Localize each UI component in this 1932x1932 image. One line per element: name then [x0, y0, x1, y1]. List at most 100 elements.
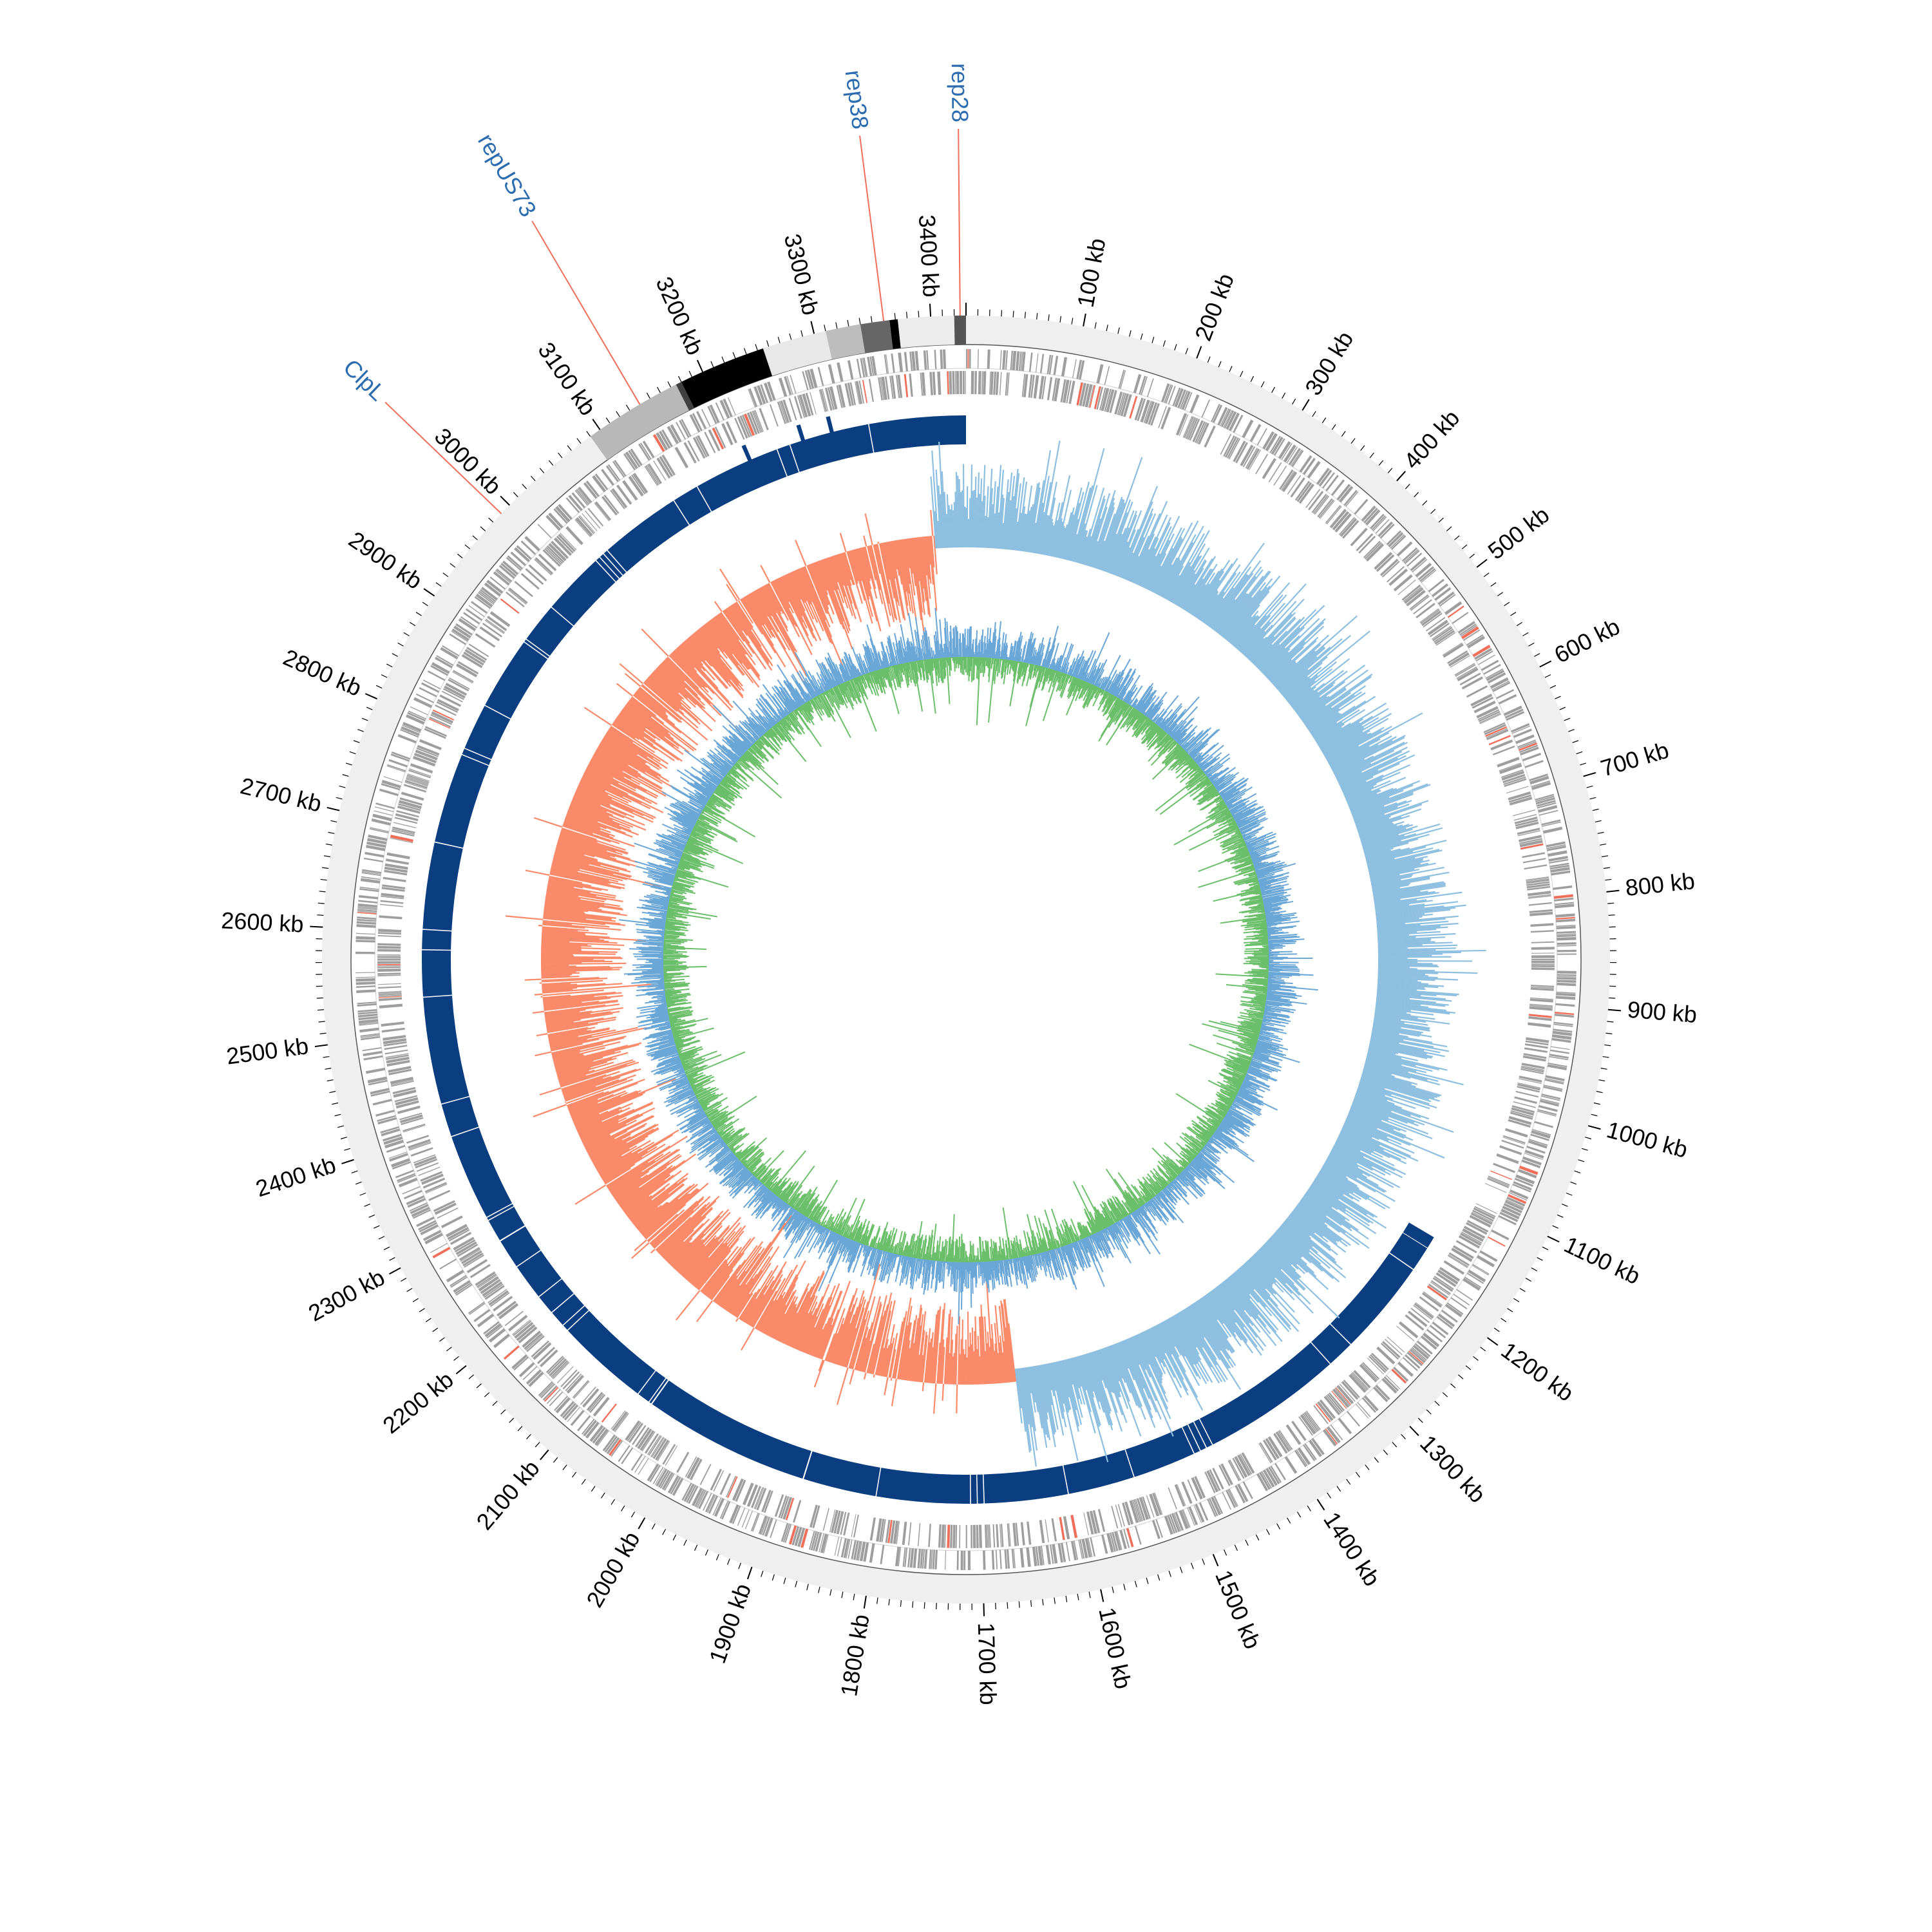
gc-skew-bar — [1361, 1073, 1440, 1097]
gc-skew-bar — [1372, 882, 1410, 891]
gc-skew-bar — [1354, 1097, 1392, 1112]
gene-feature — [926, 350, 929, 370]
gc-skew-bar — [1370, 874, 1414, 884]
gc-skew-bar — [1362, 1072, 1442, 1097]
gc-skew-bar — [1224, 578, 1273, 639]
gene-feature — [361, 872, 381, 876]
gene-feature — [661, 1472, 674, 1490]
gene-feature — [656, 432, 668, 451]
gc-skew-bar — [813, 1359, 825, 1388]
gene-feature — [1506, 1197, 1526, 1207]
gene-feature — [460, 616, 477, 629]
gene-feature — [810, 1504, 818, 1528]
tick-label: 2600 kb — [220, 907, 304, 937]
gene-feature — [1114, 391, 1123, 415]
gc-skew-bar — [1280, 668, 1309, 694]
minor-tick — [1094, 322, 1097, 329]
major-tick — [1607, 1009, 1621, 1012]
gc-skew-bar — [1367, 1053, 1416, 1066]
gene-feature — [1557, 936, 1577, 941]
gc-skew-bar — [1294, 681, 1336, 713]
minor-tick — [755, 344, 758, 351]
gene-feature — [1307, 460, 1321, 478]
blast-hit-block — [551, 560, 616, 626]
gene-feature — [645, 465, 659, 486]
minor-tick — [1595, 820, 1602, 823]
gene-feature — [908, 1522, 912, 1546]
gene-feature — [506, 591, 525, 607]
gene-feature — [836, 1511, 844, 1535]
gc-skew-bar — [1316, 726, 1342, 744]
gc-skew-bar — [583, 706, 612, 726]
gene-feature — [1070, 1515, 1078, 1539]
gene-feature — [1460, 1233, 1482, 1246]
minor-tick — [1065, 1595, 1068, 1602]
gene-feature — [355, 976, 375, 978]
gc-skew-bar — [1338, 771, 1363, 784]
gene-feature — [389, 1153, 408, 1162]
gc-skew-bar — [1376, 992, 1446, 1000]
gene-feature — [386, 765, 406, 773]
gene-feature — [878, 377, 883, 401]
gene-feature — [823, 1534, 829, 1554]
contig-block — [681, 348, 773, 408]
gc-skew-bar — [1170, 565, 1191, 602]
gene-feature — [1404, 587, 1424, 604]
gene-feature — [1181, 1510, 1190, 1528]
gc-skew-bar — [990, 481, 996, 549]
tick-label: 3300 kb — [779, 231, 824, 317]
gene-feature — [1469, 1215, 1492, 1228]
gene-feature — [1524, 1153, 1543, 1160]
gene-feature — [374, 806, 394, 812]
gene-feature — [1524, 864, 1548, 870]
minor-tick — [446, 1347, 452, 1352]
gc-skew-bar — [1346, 777, 1406, 803]
gc-skew-bar — [795, 540, 807, 567]
minor-tick — [1574, 1170, 1581, 1173]
gene-feature — [986, 1524, 989, 1548]
minor-tick — [1450, 1383, 1456, 1388]
blast-hit-block — [422, 929, 452, 950]
gc-skew-bar — [1378, 962, 1433, 965]
gene-feature — [485, 618, 506, 633]
gene-feature — [1334, 1387, 1350, 1406]
gene-feature — [1294, 1450, 1307, 1468]
gc-skew-bar — [1375, 1006, 1411, 1012]
gc-skew-bar — [1085, 518, 1101, 566]
gene-feature — [378, 986, 402, 989]
gene-feature — [1287, 475, 1302, 495]
minor-tick — [1578, 1159, 1585, 1162]
gc-skew-bar — [1305, 685, 1367, 728]
gene-feature — [404, 779, 428, 789]
gene-feature — [488, 1290, 509, 1306]
gene-feature — [1041, 1546, 1045, 1566]
gene-feature — [556, 535, 574, 554]
gene-feature — [1537, 1110, 1557, 1117]
gc-skew-bar — [1309, 712, 1340, 734]
gc-skew-bar — [1329, 732, 1390, 766]
gene-feature — [778, 1495, 788, 1519]
gene-feature — [1506, 1199, 1524, 1208]
gc-skew-bar — [1367, 1051, 1448, 1071]
gene-feature — [594, 1428, 609, 1446]
gc-skew-bar — [1355, 1093, 1430, 1120]
blast-hit-block — [1311, 1324, 1350, 1364]
gene-feature — [1549, 1049, 1569, 1054]
gc-skew-bar — [1217, 593, 1249, 634]
gene-feature — [1556, 991, 1576, 994]
minor-tick — [616, 411, 620, 417]
gene-feature — [631, 475, 646, 495]
gene-feature — [480, 587, 498, 601]
gc-skew-bar — [1044, 518, 1054, 556]
gene-feature — [1136, 1498, 1146, 1521]
gene-feature — [1139, 1497, 1149, 1520]
gc-skew-bar — [1324, 1162, 1376, 1193]
gene-feature — [1336, 484, 1351, 501]
gene-feature — [867, 357, 873, 377]
gene-feature — [1345, 491, 1359, 507]
minor-tick — [318, 1021, 325, 1023]
gc-skew-bar — [533, 817, 563, 828]
gc-skew-bar — [1331, 1150, 1358, 1164]
gene-feature — [516, 545, 532, 560]
gene-feature — [1486, 669, 1505, 681]
